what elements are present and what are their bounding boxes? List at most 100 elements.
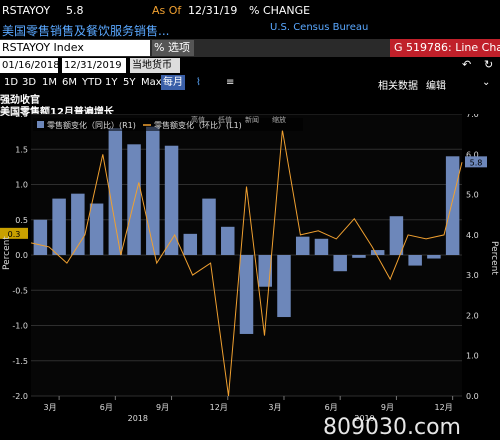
x-month-label: 3月 [268,403,281,412]
options-button[interactable]: % 选项 [152,40,194,56]
left-last-badge [0,227,28,239]
bar-3 [89,203,104,255]
bar-10 [221,226,235,255]
y-left-tick-label: -0.5 [12,286,28,295]
bar-19 [389,216,404,255]
security-input[interactable]: RSTAYOY Index [0,40,150,56]
y-right-tick-label: 1.0 [466,352,479,361]
bar-0 [33,219,48,255]
legend-bar-swatch [37,121,44,128]
legend-extra-3: 缩放 [272,115,286,124]
legend-extra-2: 新闻 [245,115,259,124]
bar-1 [52,198,66,255]
range-1y[interactable]: 1Y [105,77,118,88]
range-6m[interactable]: 6M [62,77,77,88]
security-bar: RSTAYOY Index % 选项 G 519786: Line Chart [0,39,500,57]
header-row-2: 美国零售销售及餐饮服务销售... U.S. Census Bureau [0,20,500,38]
bar-2 [71,193,85,255]
bar-13 [277,255,291,318]
bar-11 [239,255,254,334]
bar-7 [164,145,179,255]
y-right-tick-label: 5.0 [466,191,479,200]
x-month-label: 6月 [325,403,338,412]
y-right-tick-label: 0.0 [466,392,479,401]
currency-select[interactable]: 当地货币 [130,58,180,73]
series-title: 美国零售销售及餐饮服务销售... [2,24,170,38]
y-left-tick-label: 0.5 [15,216,28,225]
y-left-tick-label: 0.0 [15,251,28,260]
right-last-badge-label: 5.8 [470,158,483,167]
range-1m[interactable]: 1M [42,77,57,88]
y-left-tick-label: -1.0 [12,322,28,331]
legend-extra-0: 高值 [191,115,205,124]
bar-16 [333,255,347,272]
bar-12 [258,255,272,287]
legend-background [33,118,303,131]
chart-title: 强劲收官 [0,95,40,106]
range-5y[interactable]: 5Y [123,77,136,88]
header-row-1: RSTAYOY 5.8 As Of 12/31/19 % CHANGE [0,0,500,20]
y-left-title: Percent [2,236,12,270]
x-year-label: 2018 [128,414,148,423]
function-label: G 519786: Line Chart [390,39,500,57]
x-month-label: 12月 [210,403,228,412]
x-month-label: 6月 [100,403,113,412]
end-date-input[interactable]: 12/31/2019 [62,58,126,73]
chart-subtitle: 美国零售额12月普遍增长 [0,107,114,118]
bar-9 [202,198,216,255]
y-right-tick-label: 2.0 [466,311,479,320]
bar-18 [370,250,385,255]
y-left-tick-label: 1.5 [15,145,28,154]
y-right-tick-label: 6.0 [466,150,479,159]
legend-extra-1: 低值 [218,115,232,124]
x-month-label: 9月 [156,403,169,412]
x-month-label: 3月 [44,403,57,412]
ticker: RSTAYOY [2,4,51,17]
chevron-down-icon[interactable]: ⌄ [482,77,491,88]
period-select[interactable]: 每月 [161,75,185,90]
range-1d[interactable]: 1D [4,77,19,88]
line-series [30,130,463,397]
x-month-label: 12月 [435,403,453,412]
edit-button[interactable]: 编辑 [426,81,446,92]
bar-15 [314,238,329,255]
left-last-badge-label: 0.3 [8,230,21,239]
right-last-badge [465,156,487,168]
y-right-tick-label: 7.0 [466,114,479,119]
chart-area: 2.0 1.5 1.0 0.5 0.0 -0.5 -1.0 -1.5 -2.0 7.0 6.0 5.0… [0,114,499,440]
range-bar: 1D 3D 1M 6M YTD 1Y 5Y Max 每月 ⌇ ≡ 相关数据 编辑… [0,74,500,92]
range-ytd[interactable]: YTD [82,77,102,88]
date-bar: 01/16/2018 12/31/2019 当地货币 ↶ ↻ [0,57,500,74]
y-right-tick-label: 3.0 [466,271,479,280]
undo-icon[interactable]: ↶ [462,58,472,71]
range-3d[interactable]: 3D [22,77,37,88]
bar-21 [427,255,441,259]
legend-bar-label: 零售额变化（同比）(R1) [47,120,136,130]
source: U.S. Census Bureau [270,22,369,33]
bar-14 [295,236,310,255]
refresh-icon[interactable]: ↻ [484,58,494,71]
as-of-label: As Of [152,4,182,17]
y-right-title: Percent [489,241,499,275]
bar-20 [408,255,422,266]
y-left-tick-label: 2.0 [15,114,28,119]
y-right-tick-label: 4.0 [466,231,479,240]
bar-22 [445,156,460,255]
y-left-tick-label: 1.0 [15,181,28,190]
bar-6 [146,126,160,255]
related-data-button[interactable]: 相关数据 [378,81,418,92]
x-month-label: 9月 [381,403,394,412]
bar-17 [352,255,366,258]
options-icon[interactable]: ≡ [226,77,235,88]
as-of-date: 12/31/19 [188,4,238,17]
start-date-input[interactable]: 01/16/2018 [0,58,60,73]
bar-8 [183,233,198,255]
legend-line-label: 零售额变化（环比）(L1) [154,120,242,130]
chart-type-icon[interactable]: ⌇ [196,77,201,88]
unit-label: % CHANGE [249,4,311,17]
bar-4 [108,128,123,255]
watermark: 809030.com [323,415,461,440]
last-value: 5.8 [66,4,84,17]
range-max[interactable]: Max [141,77,162,88]
y-left-tick-label: -2.0 [12,392,28,401]
